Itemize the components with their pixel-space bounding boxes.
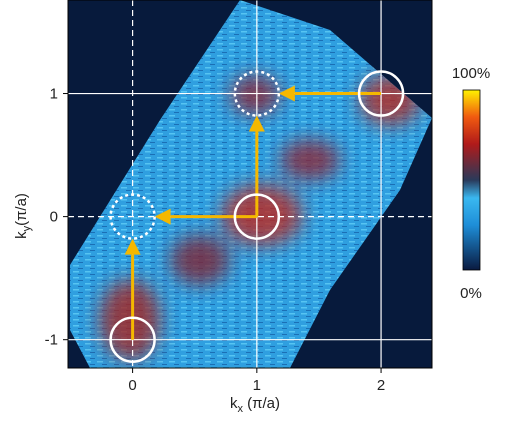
arrow-head: [278, 85, 295, 102]
y-tick-label: 0: [50, 209, 58, 226]
colorbar-bottom-label: 0%: [460, 285, 482, 302]
colorbar: [462, 89, 481, 271]
x-label-main: k: [230, 395, 238, 412]
x-axis-label: kx (π/a): [230, 395, 280, 415]
x-label-sub: x: [237, 403, 243, 415]
x-tick-label: 0: [128, 377, 136, 394]
arrow-head: [124, 238, 141, 255]
circle-solid: [233, 193, 281, 240]
y-label-sub: y: [21, 225, 33, 231]
colorbar-top-label: 100%: [452, 65, 490, 82]
arrow: [154, 208, 257, 225]
arrow-head: [154, 208, 171, 225]
arrow: [124, 238, 141, 340]
y-tick-label: -1: [45, 332, 58, 349]
y-label-unit: (π/a): [13, 193, 30, 226]
plot-frame: [67, 0, 433, 369]
circle-dashed: [109, 193, 156, 240]
y-axis-label: ky(π/a): [13, 193, 33, 239]
x-tick-label: 2: [377, 377, 385, 394]
plot-area: [68, 0, 432, 368]
circle-solid: [357, 70, 405, 117]
x-label-unit: (π/a): [243, 395, 280, 412]
arrow-head: [248, 115, 265, 132]
circle-solid: [109, 316, 156, 363]
y-tick-label: 1: [50, 86, 58, 103]
y-label-main: k: [13, 231, 30, 239]
arrow: [278, 85, 382, 102]
circle-dashed: [233, 70, 281, 117]
arrow: [248, 115, 265, 217]
x-tick-label: 1: [253, 377, 261, 394]
